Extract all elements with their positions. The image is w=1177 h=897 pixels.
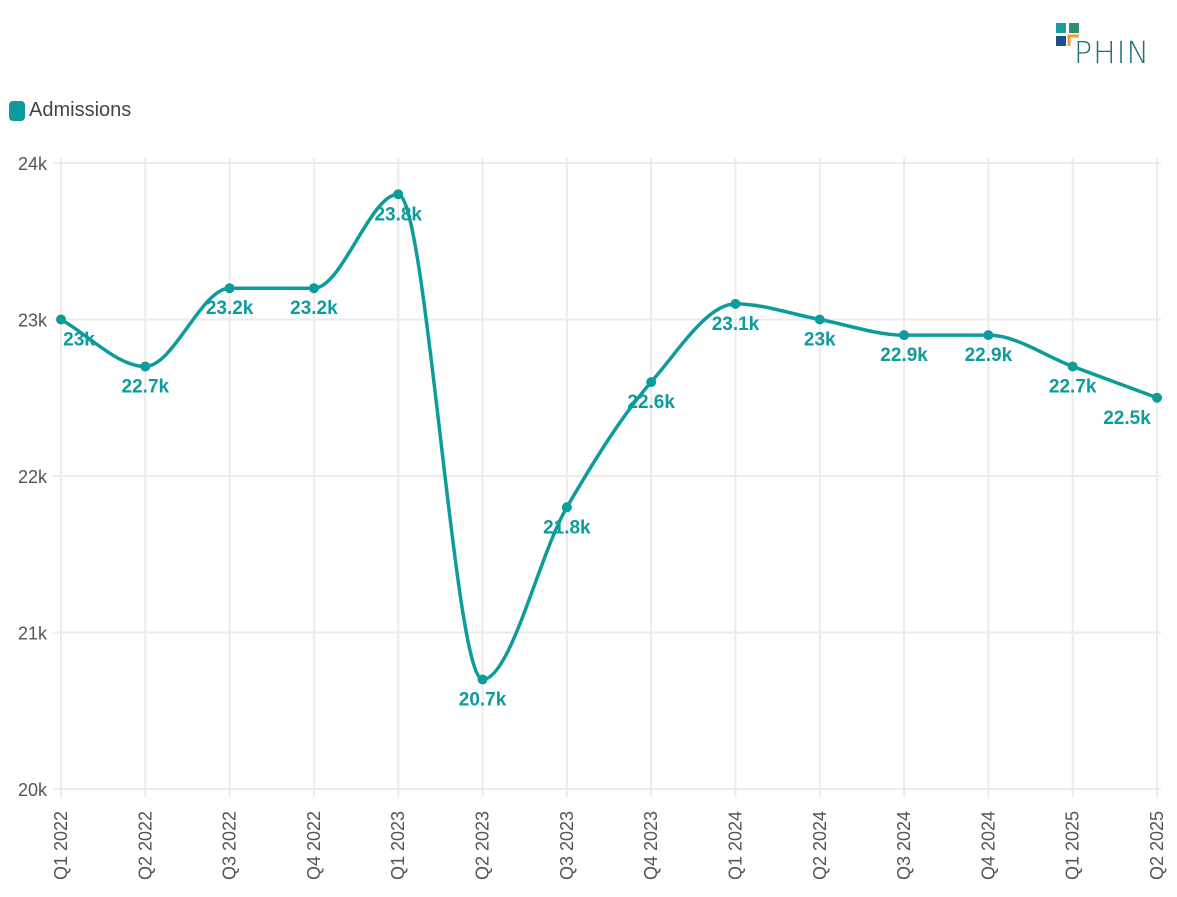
data-label: 22.5k [1103, 408, 1151, 429]
data-point [561, 502, 572, 513]
data-label: 23k [63, 330, 95, 351]
legend-label: Admissions [29, 99, 132, 121]
data-label: 22.6k [627, 392, 675, 413]
x-tick-label: Q1 2023 [388, 811, 408, 880]
phin-logo [1056, 23, 1079, 46]
logo-text: PHIN [1074, 36, 1150, 71]
y-tick-label: 20k [18, 780, 48, 800]
data-point [646, 377, 657, 388]
data-point [899, 330, 910, 341]
x-tick-label: Q1 2022 [51, 811, 71, 880]
data-point [393, 189, 404, 200]
x-tick-label: Q2 2022 [135, 811, 155, 880]
data-label: 22.7k [122, 376, 170, 397]
data-point [477, 674, 488, 685]
legend[interactable]: Admissions [9, 99, 131, 122]
data-point [224, 283, 235, 294]
x-tick-label: Q3 2022 [220, 811, 240, 880]
y-tick-label: 23k [18, 311, 48, 331]
data-point [308, 283, 319, 294]
x-tick-label: Q1 2024 [725, 811, 745, 880]
y-tick-label: 22k [18, 467, 48, 487]
x-tick-label: Q4 2023 [641, 811, 661, 880]
data-label: 20.7k [459, 689, 507, 710]
data-point [814, 314, 825, 325]
data-point [1067, 361, 1078, 372]
x-tick-label: Q4 2022 [304, 811, 324, 880]
x-tick-label: Q2 2025 [1147, 811, 1167, 880]
data-point [56, 314, 66, 325]
x-tick-label: Q2 2024 [810, 811, 830, 880]
data-label: 21.8k [543, 517, 591, 538]
data-point [730, 298, 741, 309]
data-label: 23.2k [206, 298, 254, 319]
y-tick-label: 21k [18, 624, 48, 644]
x-tick-label: Q2 2023 [473, 811, 493, 880]
data-label: 22.9k [965, 345, 1013, 366]
legend-swatch [9, 100, 25, 121]
data-label: 22.7k [1049, 376, 1097, 397]
data-label: 23.8k [374, 204, 422, 225]
data-point [1152, 392, 1162, 403]
data-label: 23k [804, 330, 836, 351]
data-point [140, 361, 151, 372]
data-point [983, 330, 994, 341]
x-tick-label: Q4 2024 [978, 811, 998, 880]
x-tick-label: Q3 2024 [894, 811, 914, 880]
x-tick-label: Q3 2023 [557, 811, 577, 880]
x-tick-label: Q1 2025 [1063, 811, 1083, 880]
data-label: 22.9k [880, 345, 928, 366]
series-line [60, 192, 1158, 682]
data-label: 23.2k [290, 298, 338, 319]
data-label: 23.1k [712, 314, 760, 335]
y-tick-label: 24k [18, 154, 48, 174]
